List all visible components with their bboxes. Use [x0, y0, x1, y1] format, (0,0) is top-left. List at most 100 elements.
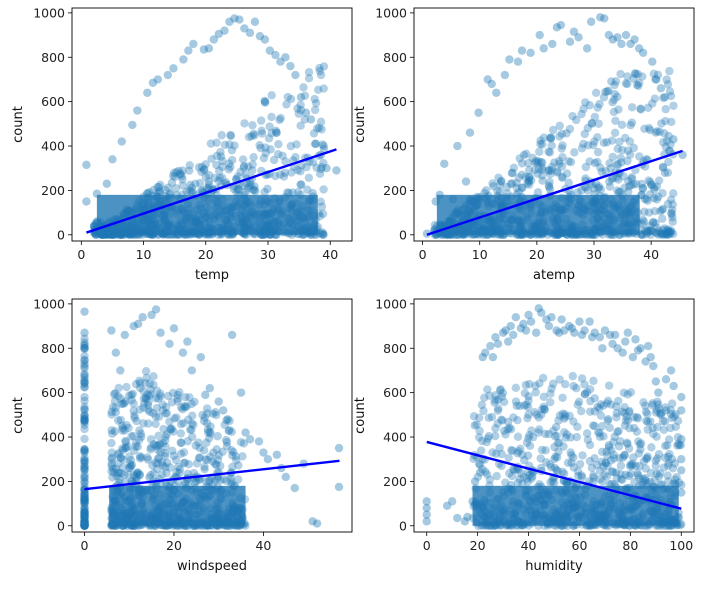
- scatter-point: [80, 513, 89, 523]
- scatter-point: [176, 169, 185, 178]
- scatter-point: [304, 173, 314, 183]
- scatter-point: [189, 39, 198, 49]
- scatter-point: [574, 397, 584, 407]
- scatter-point: [461, 177, 471, 186]
- scatter-point: [545, 460, 555, 469]
- scatter-point: [127, 390, 136, 400]
- scatter-point: [527, 426, 536, 435]
- scatter-point: [80, 465, 89, 474]
- scatter-point: [495, 443, 504, 453]
- scatter-point: [141, 394, 151, 403]
- scatter-point: [244, 132, 254, 142]
- scatter-point: [651, 128, 660, 137]
- scatter-point: [80, 520, 89, 529]
- scatter-point: [668, 200, 678, 209]
- scatter-point: [310, 139, 320, 149]
- scatter-point: [493, 186, 502, 196]
- scatter-point: [80, 464, 89, 473]
- scatter-point: [535, 425, 544, 434]
- scatter-point: [318, 230, 327, 239]
- scatter-point: [145, 391, 154, 401]
- scatter-point: [132, 469, 142, 479]
- point-cloud: [80, 334, 250, 530]
- scatter-point: [131, 442, 141, 451]
- scatter-point: [151, 441, 160, 450]
- scatter-point: [147, 310, 156, 320]
- scatter-point: [639, 217, 649, 226]
- scatter-point: [111, 464, 121, 473]
- scatter-point: [204, 44, 214, 53]
- scatter-point: [609, 95, 619, 104]
- scatter-point: [660, 93, 670, 102]
- scatter-point: [170, 414, 179, 423]
- y-axis-label: count: [11, 106, 26, 143]
- scatter-point: [594, 119, 603, 128]
- scatter-point: [80, 328, 89, 337]
- scatter-point: [107, 448, 117, 457]
- scatter-point: [623, 156, 632, 166]
- scatter-point: [318, 209, 328, 219]
- scatter-point: [80, 405, 89, 414]
- scatter-point: [668, 464, 678, 473]
- scatter-point: [493, 419, 502, 428]
- scatter-point: [647, 443, 656, 452]
- scatter-point: [297, 160, 306, 170]
- scatter-point: [611, 116, 620, 126]
- scatter-point: [135, 435, 144, 444]
- scatter-point: [677, 435, 686, 444]
- scatter-point: [228, 451, 237, 460]
- scatter-point: [133, 468, 142, 478]
- scatter-point: [491, 449, 501, 458]
- scatter-point: [303, 185, 312, 194]
- scatter-point: [248, 185, 258, 195]
- x-axis-label: temp: [195, 268, 229, 283]
- scatter-point: [310, 105, 320, 115]
- scatter-point: [319, 62, 329, 71]
- scatter-point: [663, 199, 673, 209]
- scatter-point: [573, 422, 582, 432]
- y-tick-label: 400: [383, 139, 407, 154]
- scatter-point: [622, 438, 632, 447]
- scatter-point: [495, 180, 505, 189]
- scatter-point: [312, 163, 321, 172]
- scatter-point: [220, 420, 229, 430]
- scatter-point: [249, 152, 258, 162]
- scatter-point: [589, 473, 598, 482]
- scatter-point: [205, 433, 214, 443]
- scatter-point: [613, 160, 623, 169]
- scatter-point: [151, 458, 160, 468]
- scatter-point: [474, 433, 484, 442]
- scatter-point: [111, 403, 120, 413]
- scatter-point: [208, 409, 218, 418]
- scatter-point: [133, 106, 142, 115]
- scatter-point: [319, 141, 328, 150]
- scatter-point: [607, 136, 617, 145]
- scatter-point: [80, 472, 89, 482]
- scatter-point: [80, 512, 89, 522]
- scatter-point: [80, 512, 89, 521]
- scatter-point: [595, 432, 605, 441]
- scatter-point: [112, 229, 122, 238]
- scatter-point: [555, 159, 564, 168]
- scatter-point: [315, 63, 324, 73]
- scatter-point: [526, 317, 536, 326]
- scatter-point: [245, 28, 255, 38]
- scatter-point: [621, 416, 631, 425]
- scatter-point: [120, 399, 129, 408]
- scatter-point: [669, 381, 678, 391]
- scatter-point: [658, 189, 667, 198]
- scatter-point: [638, 230, 647, 239]
- scatter-point: [185, 166, 194, 175]
- dense-region: [96, 194, 318, 235]
- scatter-point: [267, 112, 276, 122]
- scatter-point: [182, 402, 191, 411]
- scatter-point: [626, 39, 635, 49]
- scatter-point: [652, 195, 662, 204]
- scatter-point: [566, 433, 575, 442]
- scatter-point: [158, 229, 168, 238]
- scatter-point: [618, 475, 627, 485]
- scatter-point: [80, 496, 89, 505]
- scatter-point: [129, 321, 138, 331]
- scatter-point: [181, 393, 190, 402]
